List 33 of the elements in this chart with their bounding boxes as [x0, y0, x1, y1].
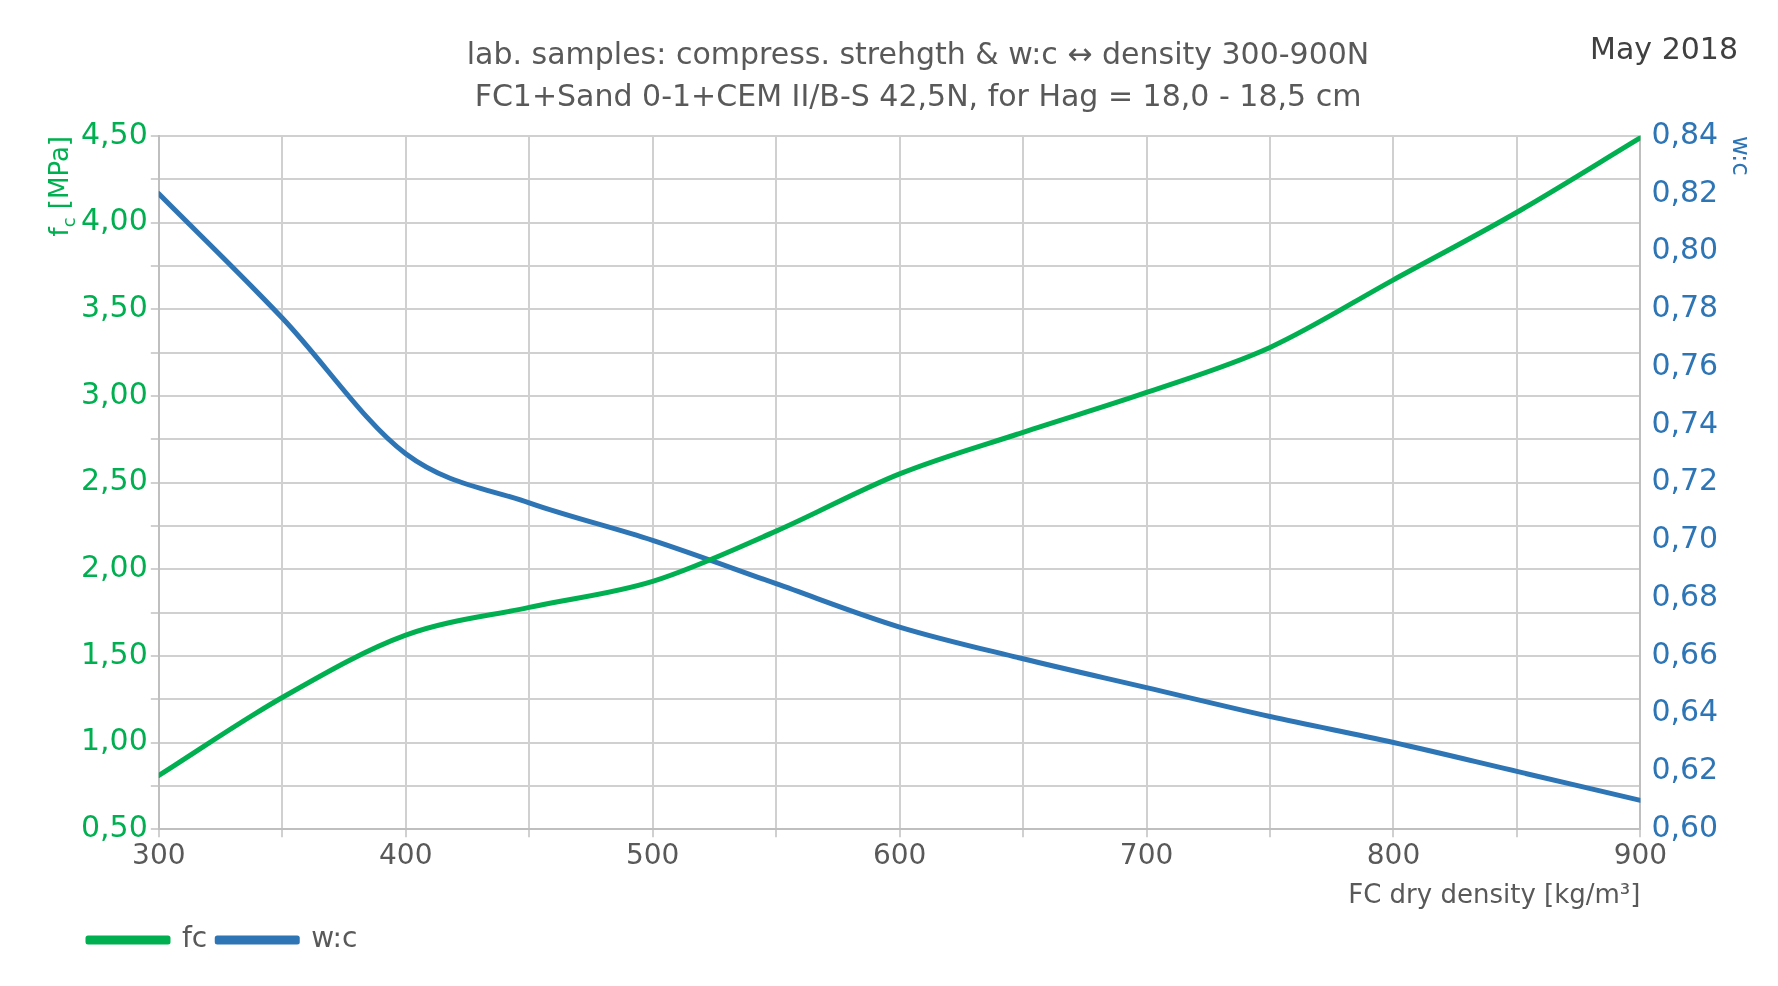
chart-title: lab. samples: compress. strehgth & w:c ↔ density 300-900N — [466, 35, 1370, 71]
y2-tick-label: 0,66 — [1651, 635, 1719, 671]
y2-tick-label: 0,68 — [1651, 577, 1719, 613]
y2-tick-label: 0,62 — [1651, 751, 1719, 787]
y2-tick-label: 0,64 — [1651, 693, 1719, 729]
y-tick-label: 2,50 — [81, 462, 148, 498]
y2-tick-label: 0,84 — [1651, 115, 1719, 151]
y2-tick-label: 0,78 — [1651, 289, 1719, 325]
y2-tick-label: 0,70 — [1651, 520, 1719, 556]
x-tick-label: 500 — [625, 838, 680, 872]
x-tick-label: 600 — [872, 838, 927, 872]
y-tick-label: 3,00 — [81, 375, 148, 411]
y-tick-label: 1,00 — [81, 722, 148, 758]
x-tick-label: 400 — [379, 838, 433, 872]
y2-tick-label: 0,76 — [1651, 346, 1719, 382]
y2-tick-label: 0,72 — [1651, 462, 1719, 498]
y-tick-label: 4,50 — [81, 115, 148, 151]
y2-tick-label: 0,74 — [1651, 404, 1719, 440]
y-tick-label: 2,00 — [81, 549, 148, 585]
y2-tick-label: 0,80 — [1651, 231, 1719, 267]
x-tick-label: 800 — [1366, 838, 1421, 872]
chart-subtitle: FC1+Sand 0-1+CEM II/B-S 42,5N, for Hag = 18,0 - 18,5 cm — [474, 77, 1362, 113]
y2-axis-title: w:c — [1727, 136, 1756, 176]
x-tick-label: 700 — [1119, 838, 1174, 872]
y-tick-label: 3,50 — [81, 289, 148, 325]
y-tick-label: 1,50 — [81, 635, 148, 671]
text: May 2018 — [1590, 30, 1738, 66]
y-tick-label: 4,00 — [81, 202, 148, 238]
y-axis-title: fc [MPa] — [44, 135, 79, 237]
y2-tick-label: 0,82 — [1651, 173, 1719, 209]
legend-label: w:c — [311, 921, 358, 955]
x-axis-title: FC dry density [kg/m³] — [1348, 879, 1641, 910]
legend-label: fc — [182, 921, 208, 955]
